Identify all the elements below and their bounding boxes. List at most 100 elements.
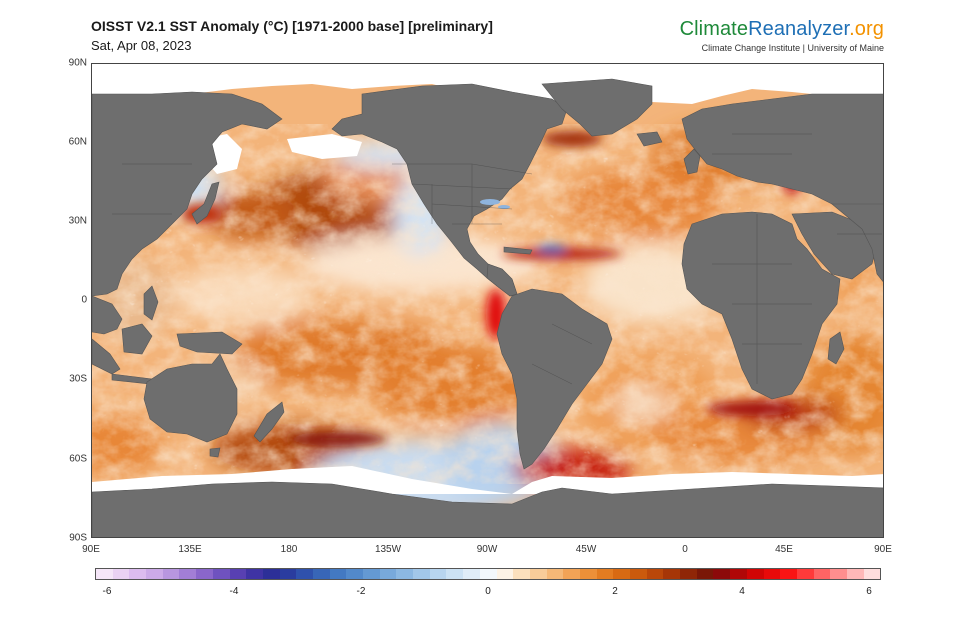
colorbar-cell	[129, 569, 147, 579]
lon-label-0: 0	[682, 544, 688, 555]
colorbar-cell	[413, 569, 430, 579]
map-date: Sat, Apr 08, 2023	[91, 38, 192, 53]
colorbar-cell	[613, 569, 630, 579]
land-uk	[683, 148, 701, 175]
bering-ice	[287, 134, 362, 159]
colorbar-cell	[529, 569, 547, 579]
colorbar-cell	[513, 569, 530, 579]
colorbar-cell	[796, 569, 814, 579]
colorbar-cell	[846, 569, 864, 579]
colorbar-cell	[279, 569, 297, 579]
lat-label-30s: 30S	[69, 373, 87, 385]
colorbar-cell	[579, 569, 597, 579]
lat-label-60n: 60N	[68, 136, 87, 148]
colorbar-cell	[463, 569, 480, 579]
colorbar-cell	[229, 569, 247, 579]
map-title: OISST V2.1 SST Anomaly (°C) [1971-2000 b…	[91, 18, 493, 34]
lon-label-135w: 135W	[374, 544, 402, 555]
colorbar-cell	[446, 569, 464, 579]
colorbar-cell	[663, 569, 681, 579]
colorbar-tick-label: 4	[739, 586, 745, 597]
arctic-ice	[92, 64, 883, 109]
colorbar-cell	[96, 569, 113, 579]
lon-label-90e-right: 90E	[874, 544, 892, 555]
colorbar-cell	[863, 569, 881, 579]
colorbar-cell	[563, 569, 580, 579]
colorbar-cell	[780, 569, 797, 579]
land-philippines	[143, 285, 159, 321]
land-new-zealand	[253, 401, 285, 443]
colorbar-cell	[630, 569, 647, 579]
lat-label-0: 0	[81, 294, 87, 306]
colorbar-cell	[730, 569, 747, 579]
lon-label-90w: 90W	[476, 544, 498, 555]
colorbar-tick-label: 6	[866, 586, 872, 597]
lat-label-90n: 90N	[68, 57, 87, 69]
land-africa	[681, 211, 841, 400]
land-tasmania	[209, 447, 221, 458]
colorbar-cell	[479, 569, 497, 579]
hotspots	[182, 131, 800, 446]
land-asia-west	[831, 203, 883, 282]
land-iceland	[636, 131, 663, 147]
land-asia-east	[92, 91, 283, 297]
colorbar-cell	[546, 569, 564, 579]
colorbar-cell	[363, 569, 380, 579]
colorbar-cell	[296, 569, 313, 579]
land-madagascar	[827, 331, 845, 365]
land-south-america	[496, 288, 613, 470]
land-central-america	[486, 263, 518, 297]
colorbar-cell	[646, 569, 664, 579]
land-arabia	[791, 211, 878, 280]
colorbar-cell	[813, 569, 831, 579]
colorbar-cell	[429, 569, 447, 579]
lat-label-90s: 90S	[69, 532, 87, 544]
land-japan	[191, 181, 220, 225]
colorbar-cell	[713, 569, 731, 579]
lon-label-45e: 45E	[775, 544, 793, 555]
great-lakes	[480, 199, 510, 209]
colorbar-cell	[146, 569, 163, 579]
map-canvas	[92, 64, 883, 537]
country-borders	[112, 133, 882, 385]
colorbar-tick-label: -6	[102, 586, 112, 597]
colorbar-cell	[746, 569, 764, 579]
land-sumatra	[92, 338, 121, 375]
colorbar-cell	[112, 569, 130, 579]
colorbar-cell	[596, 569, 614, 579]
colorbar-cell	[246, 569, 263, 579]
colorbar-cell	[346, 569, 363, 579]
colorbar-cell	[496, 569, 514, 579]
colorbar-tick-label: -4	[229, 586, 239, 597]
brand-tagline: Climate Change Institute | University of…	[701, 43, 884, 53]
colorbar-cell	[262, 569, 280, 579]
colorbar-cell	[379, 569, 397, 579]
land-indochina	[92, 295, 123, 335]
sst-anomaly-map	[91, 63, 884, 538]
colorbar-tick-label: 2	[612, 586, 618, 597]
brand-logo[interactable]: ClimateReanalyzer.org Climate Change Ins…	[680, 18, 884, 53]
lat-label-60s: 60S	[69, 453, 87, 465]
colorbar-cell	[312, 569, 330, 579]
colorbar	[95, 568, 881, 580]
land-cuba	[503, 246, 533, 255]
brand-name-part1: Climate	[679, 18, 749, 40]
colorbar-cell	[680, 569, 697, 579]
brand-name-part3: .org	[849, 18, 884, 40]
land-borneo	[121, 323, 153, 355]
colorbar-cell	[396, 569, 414, 579]
land-new-guinea	[176, 331, 243, 355]
colorbar-cell	[196, 569, 213, 579]
lon-label-90e: 90E	[82, 544, 100, 555]
colorbar-tick-label: 0	[485, 586, 491, 597]
lat-label-30n: 30N	[68, 215, 87, 227]
land-greenland	[541, 78, 653, 137]
colorbar-cell	[696, 569, 714, 579]
colorbar-cell	[212, 569, 230, 579]
colorbar-cell	[179, 569, 197, 579]
colorbar-cell	[162, 569, 180, 579]
lon-label-180: 180	[280, 544, 298, 555]
brand-name: ClimateReanalyzer.org	[680, 18, 884, 41]
land-australia	[143, 353, 238, 443]
lon-label-135e: 135E	[178, 544, 202, 555]
